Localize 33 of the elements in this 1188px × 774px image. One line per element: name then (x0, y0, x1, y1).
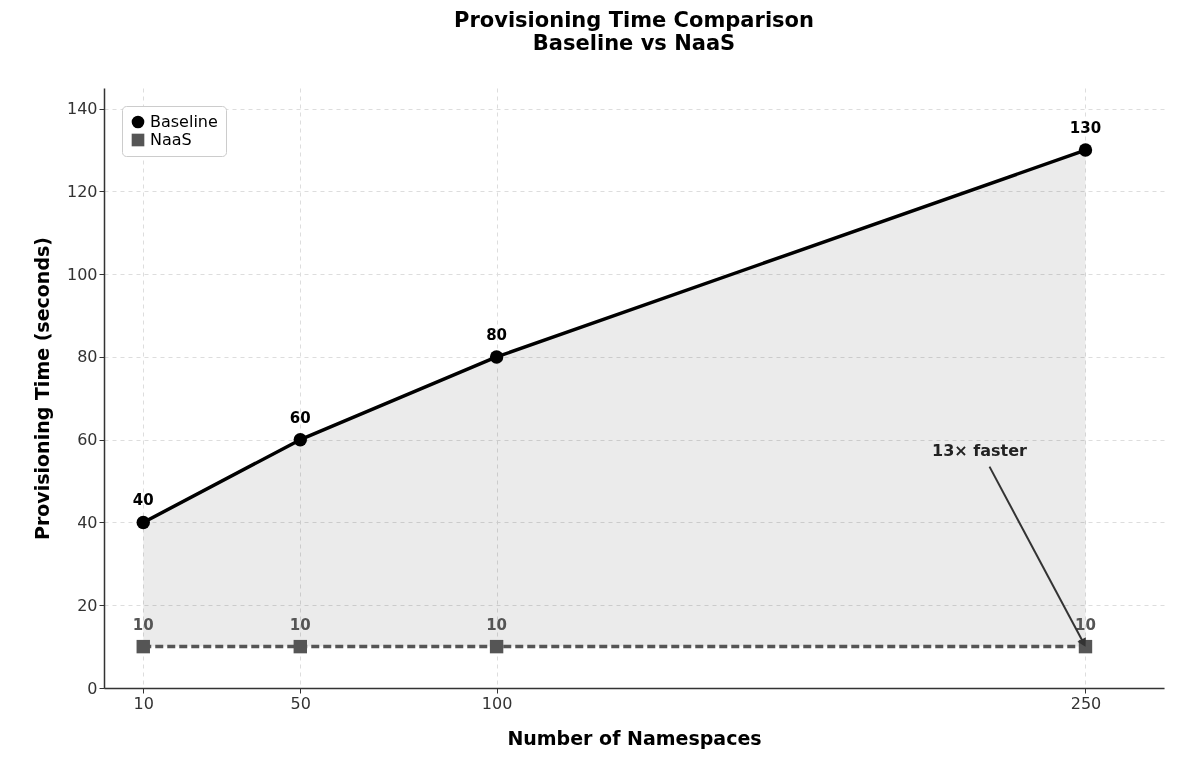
legend-label: NaaS (150, 130, 192, 149)
x-tick-label: 100 (481, 693, 513, 713)
chart-title: Provisioning Time Comparison Baseline vs NaaS (454, 8, 814, 55)
annotation: 13× faster (932, 440, 1028, 460)
data-label: 10 (289, 615, 311, 634)
y-tick-label: 20 (77, 595, 98, 615)
data-label: 60 (289, 408, 311, 427)
point (1078, 143, 1093, 157)
data-label: 80 (486, 325, 508, 344)
point (293, 639, 307, 654)
y-axis-title: Provisioning Time (seconds) (30, 237, 53, 540)
point (293, 433, 307, 447)
y-tick-label: 40 (77, 512, 98, 532)
x-axis-title: Number of Namespaces (507, 726, 762, 749)
data-label: 10 (486, 615, 508, 634)
y-tick-label: 80 (77, 347, 98, 367)
y-tick-label: 0 (87, 678, 98, 698)
point (489, 639, 504, 654)
data-label: 10 (132, 615, 154, 634)
legend-label: Baseline (150, 112, 218, 131)
point (489, 350, 504, 364)
y-tick-label: 60 (77, 430, 98, 450)
y-tick-label: 100 (66, 264, 98, 284)
y-tick-label: 140 (66, 99, 98, 119)
point (136, 515, 150, 530)
data-label: 10 (1075, 615, 1096, 634)
point (136, 639, 150, 654)
y-tick-label: 120 (66, 181, 98, 201)
x-tick-label: 50 (290, 693, 311, 713)
data-label: 40 (132, 491, 154, 510)
data-label: 130 (1069, 119, 1102, 138)
x-tick-label: 10 (133, 693, 154, 713)
x-tick-label: 250 (1070, 693, 1102, 713)
